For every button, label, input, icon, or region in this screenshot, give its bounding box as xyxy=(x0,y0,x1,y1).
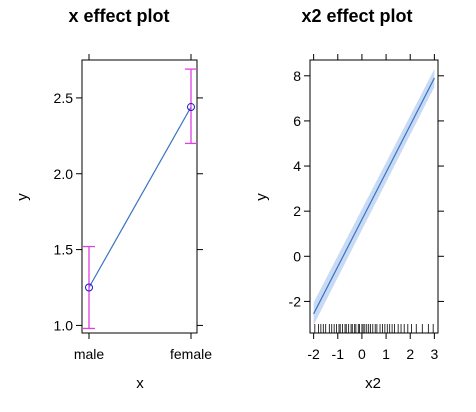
x2-effect-fit-line xyxy=(313,77,435,315)
x-effect-title: x effect plot xyxy=(68,6,169,26)
x2-effect-ytick-label-2: 2 xyxy=(293,203,301,219)
x-effect-ylabel: y xyxy=(14,193,31,201)
x2-effect-ytick-label-1: 0 xyxy=(293,248,301,264)
x2-effect-xtick-label-3: 1 xyxy=(382,346,390,362)
x-effect-point-male xyxy=(85,283,93,292)
x-effect-fit-line xyxy=(88,106,192,288)
x2-effect-frame xyxy=(309,59,439,334)
x-effect-xtick-label-0: male xyxy=(74,346,105,362)
x2-effect-xlabel: x2 xyxy=(365,375,381,392)
x2-effect-ytick-label-3: 4 xyxy=(293,158,301,174)
x-effect-panel: x effect plot x y 1.0 1.5 2.0 2.5 male femal… xyxy=(14,6,212,392)
x2-effect-xtick-label-5: 3 xyxy=(430,346,438,362)
x-effect-ytick-label-3: 2.5 xyxy=(54,90,74,106)
x2-effect-ylabel: y xyxy=(253,193,270,201)
x2-effect-xtick-label-2: 0 xyxy=(358,346,366,362)
x-effect-frame xyxy=(81,59,198,334)
x-effect-ytick-label-2: 2.0 xyxy=(54,166,74,182)
x-effect-xlabel: x xyxy=(136,375,144,392)
x2-effect-xtick-label-1: -1 xyxy=(332,346,345,362)
x2-effect-ytick-label-4: 6 xyxy=(293,113,301,129)
x-effect-ytick-label-0: 1.0 xyxy=(54,317,74,333)
x-effect-xtick-label-1: female xyxy=(170,346,212,362)
x2-effect-xtick-label-0: -2 xyxy=(307,346,320,362)
x2-effect-title: x2 effect plot xyxy=(301,6,412,26)
x2-effect-ytick-label-5: 8 xyxy=(293,68,301,84)
x-effect-ytick-label-1: 1.5 xyxy=(54,242,74,258)
x-effect-point-female xyxy=(187,103,195,112)
x2-effect-ytick-label-0: -2 xyxy=(289,293,302,309)
x2-effect-xtick-label-4: 2 xyxy=(406,346,414,362)
